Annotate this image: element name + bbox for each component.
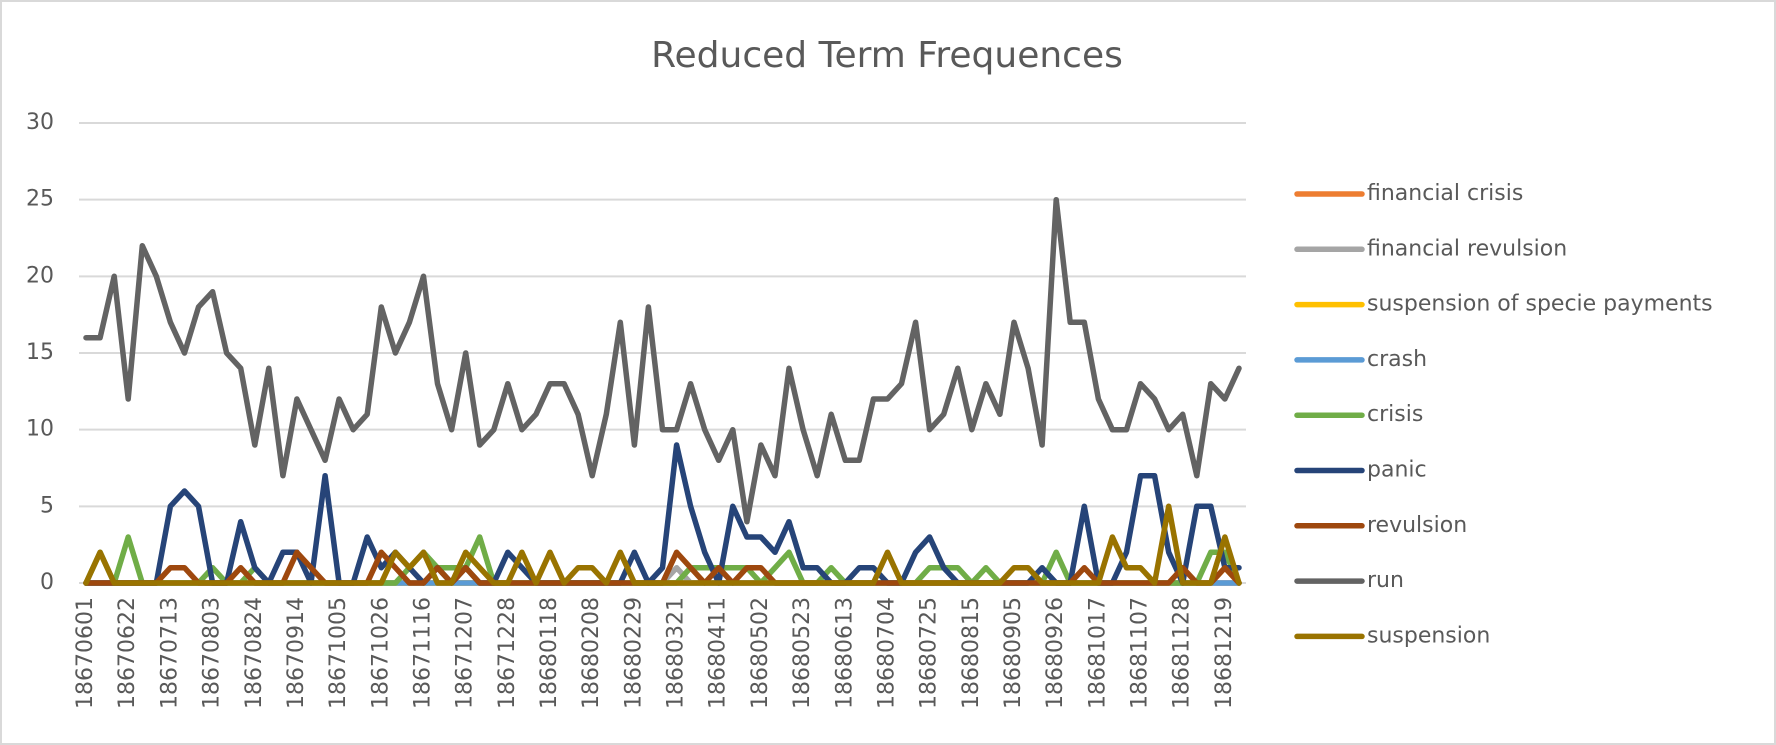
legend-label: suspension: [1367, 623, 1490, 648]
legend-label: revulsion: [1367, 513, 1467, 538]
x-tick-label: 18680523: [790, 597, 815, 709]
x-tick-label: 18671228: [495, 597, 520, 709]
x-tick-label: 18670824: [242, 597, 267, 709]
y-tick-label: 5: [40, 493, 54, 518]
x-tick-label: 18670601: [73, 597, 98, 709]
x-tick-label: 18680725: [917, 597, 942, 709]
x-tick-label: 18680704: [874, 597, 899, 709]
x-tick-label: 18680208: [579, 597, 604, 709]
y-tick-label: 30: [26, 110, 54, 135]
series-line: [83, 442, 1242, 586]
legend-label: suspension of specie payments: [1367, 292, 1713, 317]
legend-label: panic: [1367, 458, 1427, 483]
x-tick-label: 18680905: [1001, 597, 1026, 709]
y-tick-label: 20: [26, 263, 54, 288]
x-tick-label: 18670713: [157, 597, 182, 709]
y-tick-label: 0: [40, 570, 54, 595]
legend-label: financial crisis: [1367, 181, 1523, 206]
x-tick-label: 18671026: [368, 597, 393, 709]
series-line: [83, 503, 1242, 586]
x-tick-label: 18680118: [537, 597, 562, 709]
y-tick-label: 25: [26, 187, 54, 212]
x-tick-label: 18680926: [1043, 597, 1068, 709]
x-tick-label: 18671116: [410, 597, 435, 709]
x-tick-label: 18670803: [200, 597, 225, 709]
legend-label: run: [1367, 568, 1404, 593]
x-tick-label: 18680613: [832, 597, 857, 709]
x-tick-label: 18681219: [1212, 597, 1237, 709]
y-tick-label: 15: [26, 340, 54, 365]
x-tick-label: 18670914: [284, 597, 309, 709]
x-tick-label: 18680229: [621, 597, 646, 709]
legend-label: financial revulsion: [1367, 236, 1567, 261]
x-tick-label: 18671005: [326, 597, 351, 709]
y-tick-label: 10: [26, 417, 54, 442]
series-line: [83, 196, 1242, 525]
legend-label: crash: [1367, 347, 1427, 372]
x-tick-label: 18680815: [959, 597, 984, 709]
x-tick-label: 18680411: [706, 597, 731, 709]
x-tick-label: 18680502: [748, 597, 773, 709]
x-tick-label: 18681128: [1170, 597, 1195, 709]
legend-label: crisis: [1367, 402, 1423, 427]
x-tick-label: 18671207: [453, 597, 478, 709]
x-tick-label: 18680321: [664, 597, 689, 709]
chart-title: Reduced Term Frequences: [651, 35, 1123, 76]
x-tick-label: 18681017: [1085, 597, 1110, 709]
x-tick-label: 18670622: [115, 597, 140, 709]
x-tick-label: 18681107: [1128, 597, 1153, 709]
